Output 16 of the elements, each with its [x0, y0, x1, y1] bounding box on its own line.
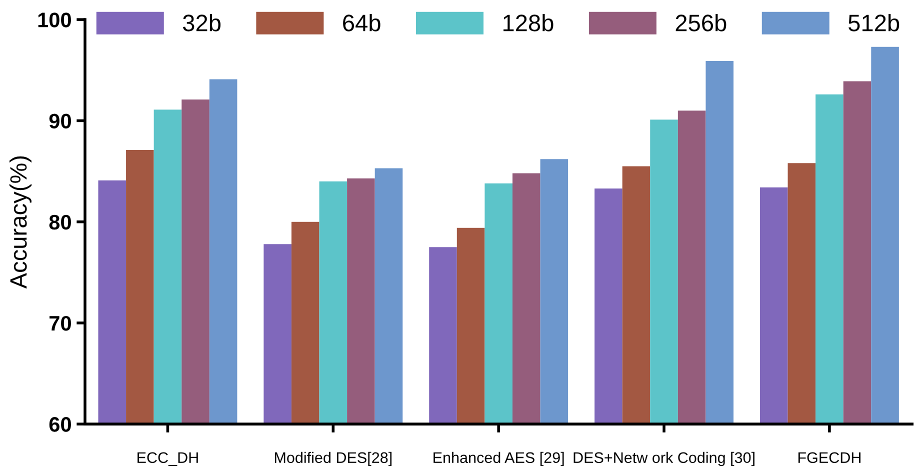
x-tick-label: ECC_DH: [138, 452, 198, 466]
legend-label: 512b: [848, 14, 900, 32]
legend-label: 128b: [503, 14, 554, 32]
legend-label: 256b: [676, 14, 726, 32]
legend-label: 64b: [343, 14, 380, 32]
x-tick-label: Enhanced AES [29]: [434, 452, 564, 466]
y-tick-label: 90: [49, 114, 71, 128]
x-tick-label: FGECDH: [798, 452, 860, 464]
legend-label: 32b: [182, 14, 220, 32]
y-tick-label: 60: [49, 417, 71, 432]
y-tick-label: 70: [50, 316, 71, 331]
x-tick-label: Modified DES[28]: [274, 452, 392, 466]
y-tick-label: 100: [38, 12, 71, 28]
x-tick-label: DES+Netw ork Coding [30]: [574, 452, 754, 466]
y-tick-label: 80: [49, 214, 71, 230]
y-axis-title: Accuracy(%): [9, 156, 32, 289]
